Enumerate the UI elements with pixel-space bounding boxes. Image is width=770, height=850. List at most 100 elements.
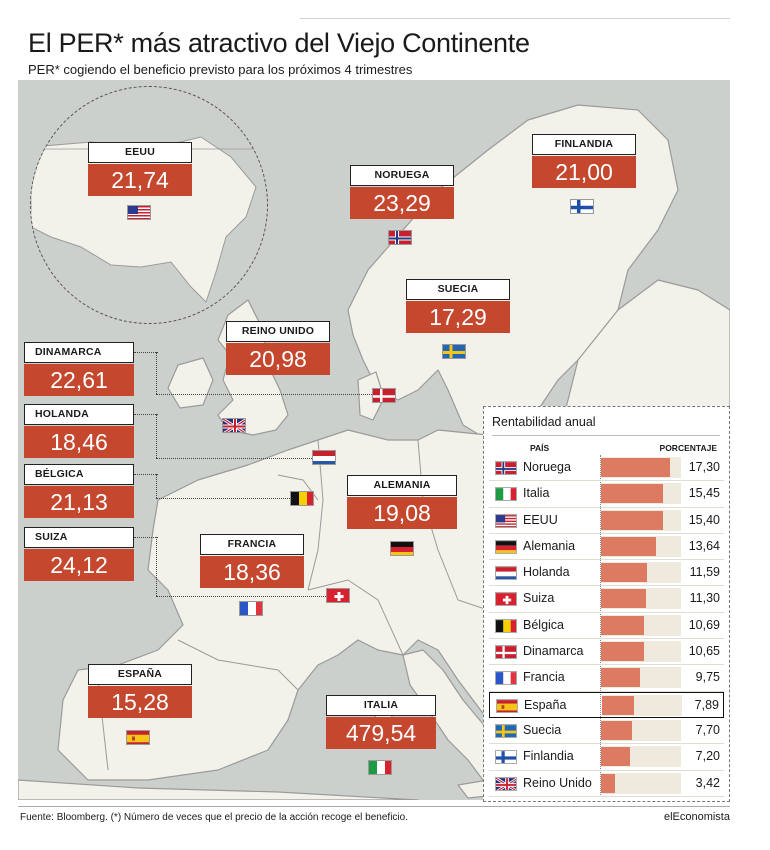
category-label: España xyxy=(524,697,567,712)
per-value: 17,29 xyxy=(406,301,510,333)
page-subtitle: PER* cogiendo el beneficio previsto para… xyxy=(28,62,413,77)
leader-holanda-v xyxy=(156,414,157,458)
germany-flag-icon xyxy=(495,539,517,554)
per-value: 479,54 xyxy=(326,717,436,749)
callout-italia: ITALIA 479,54 xyxy=(326,695,436,749)
chart-row: Alemania 13,64 xyxy=(489,534,724,561)
category-label: Italia xyxy=(523,486,550,501)
netherlands-flag-icon xyxy=(495,566,517,581)
france-flag-icon xyxy=(495,671,517,686)
per-value: 19,08 xyxy=(347,497,457,529)
value-label: 7,70 xyxy=(695,722,720,737)
country-name: REINO UNIDO xyxy=(226,321,330,342)
value-label: 9,75 xyxy=(695,670,720,685)
bar xyxy=(601,615,644,635)
callout-francia: FRANCIA 18,36 xyxy=(200,534,304,588)
per-value: 18,36 xyxy=(200,556,304,588)
column-header-percentage: PORCENTAJE xyxy=(659,443,717,453)
callout-alemania: ALEMANIA 19,08 xyxy=(347,475,457,529)
chart-row: Noruega 17,30 xyxy=(489,455,724,482)
leader-belgica xyxy=(134,474,158,475)
switzerland-flag-icon xyxy=(326,588,350,603)
top-rule xyxy=(300,18,730,19)
bar xyxy=(601,747,630,767)
denmark-shape xyxy=(357,371,385,421)
value-label: 7,20 xyxy=(695,749,720,764)
chart-row: Reino Unido 3,42 xyxy=(489,771,724,797)
country-name: SUECIA xyxy=(406,279,510,300)
per-value: 21,00 xyxy=(532,156,636,188)
callout-suecia: SUECIA 17,29 xyxy=(406,279,510,333)
leader-dinamarca xyxy=(134,352,158,353)
category-label: Noruega xyxy=(523,460,571,474)
category-label: Dinamarca xyxy=(523,644,584,659)
bar xyxy=(601,668,640,688)
chart-row: Italia 15,45 xyxy=(489,481,724,508)
bar xyxy=(601,510,663,530)
sweden-flag-icon xyxy=(495,723,517,738)
callout-espana: ESPAÑA 15,28 xyxy=(88,664,192,718)
page-title: El PER* más atractivo del Viejo Continen… xyxy=(28,28,530,58)
annual-return-chart: Rentabilidad anual PAÍS PORCENTAJE Norue… xyxy=(483,406,730,802)
country-name: EEUU xyxy=(88,142,192,163)
country-name: FRANCIA xyxy=(200,534,304,555)
germany-flag-icon xyxy=(390,541,414,556)
norway-flag-icon xyxy=(495,461,517,475)
value-label: 11,59 xyxy=(689,565,720,580)
category-label: Suecia xyxy=(523,722,562,737)
country-name: DINAMARCA xyxy=(24,342,134,363)
category-label: Reino Unido xyxy=(523,775,592,790)
country-name: BÉLGICA xyxy=(24,464,134,485)
country-name: SUIZA xyxy=(24,527,134,548)
chart-row: Bélgica 10,69 xyxy=(489,613,724,640)
country-name: FINLANDIA xyxy=(532,134,636,155)
category-label: Holanda xyxy=(523,565,570,580)
spain-flag-icon xyxy=(126,730,150,745)
callout-reino-unido: REINO UNIDO 20,98 xyxy=(226,321,330,375)
per-value: 23,29 xyxy=(350,187,454,219)
category-label: EEUU xyxy=(523,512,558,527)
chart-row: Francia 9,75 xyxy=(489,665,724,692)
bar xyxy=(601,563,648,583)
brand-logo: elEconomista xyxy=(663,811,730,823)
leader-holanda-h xyxy=(156,458,312,459)
callout-dinamarca: DINAMARCA 22,61 xyxy=(24,342,134,396)
country-name: NORUEGA xyxy=(350,165,454,186)
callout-noruega: NORUEGA 23,29 xyxy=(350,165,454,219)
column-header-country: PAÍS xyxy=(530,443,550,453)
per-value: 24,12 xyxy=(24,549,134,581)
bar-track xyxy=(601,772,681,794)
leader-suiza-v xyxy=(156,537,157,596)
value-label: 10,69 xyxy=(688,617,720,632)
value-label: 15,40 xyxy=(688,512,720,527)
leader-suiza xyxy=(134,537,158,538)
denmark-flag-icon xyxy=(372,388,396,403)
chart-row: EEUU 15,40 xyxy=(489,508,724,534)
belgium-flag-icon xyxy=(495,618,517,633)
uk-flag-icon xyxy=(495,776,517,791)
leader-suiza-h xyxy=(156,596,326,597)
us-flag-icon xyxy=(127,205,151,220)
bar xyxy=(601,642,644,662)
category-label: Alemania xyxy=(523,538,576,553)
italy-flag-icon xyxy=(495,487,517,502)
category-label: Suiza xyxy=(523,591,555,606)
africa-shape xyxy=(18,779,419,800)
footer-rule xyxy=(18,806,730,807)
value-label: 3,42 xyxy=(695,775,720,790)
bar xyxy=(601,484,663,504)
finland-flag-icon xyxy=(495,750,517,765)
callout-holanda: HOLANDA 18,46 xyxy=(24,404,134,458)
norway-flag-icon xyxy=(388,230,412,245)
callout-eeuu: EEUU 21,74 xyxy=(88,142,192,196)
chart-row: Dinamarca 10,65 xyxy=(489,639,724,666)
ireland-shape xyxy=(167,357,214,409)
value-label: 7,89 xyxy=(694,697,719,712)
leader-dinamarca-v xyxy=(156,352,157,394)
category-label: Francia xyxy=(523,670,565,685)
spain-flag-icon xyxy=(496,698,518,713)
italy-flag-icon xyxy=(368,760,392,775)
column-divider xyxy=(600,455,601,797)
category-label: Bélgica xyxy=(523,617,564,632)
value-label: 10,65 xyxy=(688,644,720,659)
